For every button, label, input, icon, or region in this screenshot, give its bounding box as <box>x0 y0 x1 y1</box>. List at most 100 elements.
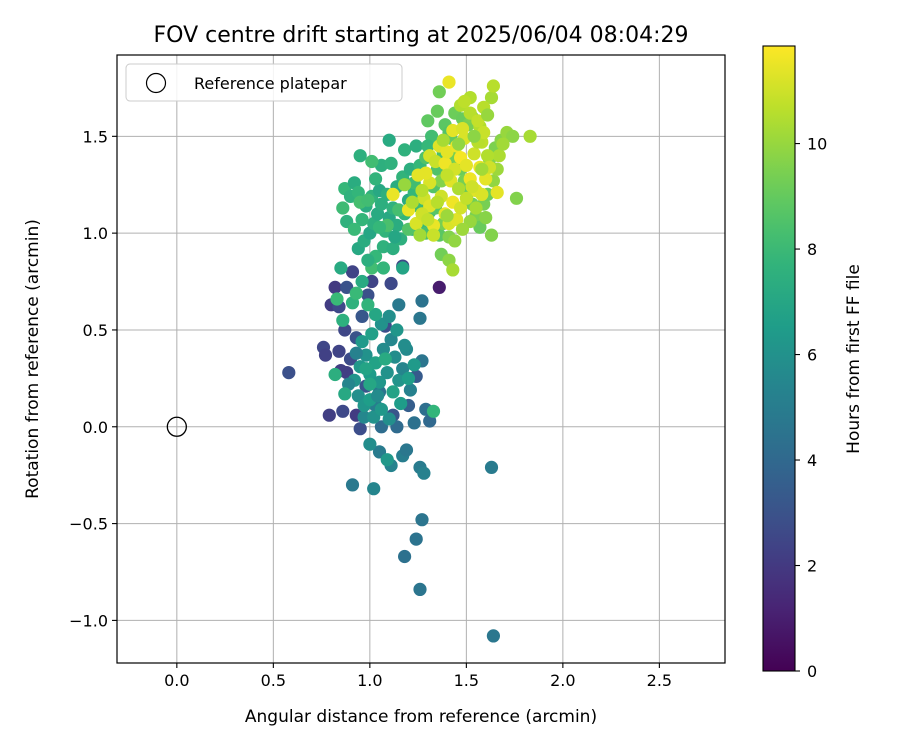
colorbar-tick-label: 0 <box>807 662 817 681</box>
data-point <box>382 412 396 426</box>
data-point <box>353 149 367 163</box>
data-point <box>417 466 431 480</box>
data-point <box>413 228 427 242</box>
data-point <box>359 362 373 376</box>
data-point <box>384 156 398 170</box>
data-point <box>421 213 435 227</box>
data-points <box>282 75 537 643</box>
data-point <box>334 261 348 275</box>
data-point <box>469 201 483 215</box>
data-point <box>388 230 402 244</box>
data-point <box>396 261 410 275</box>
data-point <box>398 549 412 564</box>
data-point <box>484 91 499 105</box>
data-point <box>318 348 333 362</box>
data-point <box>380 453 394 467</box>
colorbar-frame <box>762 45 796 672</box>
data-point <box>506 129 520 143</box>
x-tick-label: 2.0 <box>550 671 575 690</box>
data-point <box>409 139 423 153</box>
legend-box <box>125 63 403 102</box>
data-point <box>345 265 360 279</box>
data-point <box>355 335 369 349</box>
data-point <box>378 352 392 366</box>
data-point <box>392 203 406 217</box>
data-point <box>446 263 460 277</box>
data-point <box>438 156 452 170</box>
data-point <box>357 410 371 424</box>
data-point <box>365 274 379 289</box>
data-point <box>382 133 396 147</box>
data-point <box>328 367 342 382</box>
data-point <box>459 191 473 205</box>
data-point <box>475 187 489 201</box>
data-point <box>455 222 470 236</box>
data-point <box>452 182 466 196</box>
data-point <box>432 85 446 99</box>
colorbar-tick-label: 6 <box>807 346 817 365</box>
data-point <box>411 168 425 182</box>
x-tick-label: 2.5 <box>647 671 672 690</box>
data-point <box>409 532 423 546</box>
data-point <box>486 79 500 93</box>
data-point <box>330 292 344 306</box>
colorbar-tick-label: 4 <box>807 451 817 470</box>
data-point <box>345 478 360 492</box>
colorbar-tick-label: 10 <box>807 135 827 154</box>
data-point <box>399 443 414 457</box>
data-point <box>361 253 375 267</box>
data-point <box>426 228 441 242</box>
data-point <box>426 404 441 418</box>
colorbar: 0 2 4 6 8 10 Hours from first FF file <box>762 45 864 681</box>
data-point <box>467 129 481 143</box>
x-tick-label: 0.0 <box>164 671 189 690</box>
y-tick-label: −1.0 <box>69 611 108 630</box>
data-point <box>372 220 387 234</box>
data-point <box>340 280 354 294</box>
colorbar-label: Hours from first FF file <box>844 264 864 454</box>
data-point <box>347 222 361 236</box>
data-point <box>415 183 429 198</box>
legend-marker <box>145 72 167 94</box>
data-point <box>484 460 499 474</box>
data-point <box>282 366 296 380</box>
chart-title: FOV centre drift starting at 2025/06/04 … <box>154 23 689 48</box>
data-point <box>349 346 363 360</box>
data-point <box>361 193 375 207</box>
data-point <box>390 218 404 232</box>
data-point <box>363 437 377 451</box>
data-point <box>361 288 375 302</box>
x-tick-label: 0.5 <box>261 671 286 690</box>
data-point <box>492 149 506 163</box>
data-point <box>355 213 369 227</box>
data-point <box>440 168 454 182</box>
data-point <box>338 387 352 401</box>
data-point <box>390 323 404 337</box>
data-point <box>336 404 350 418</box>
legend: Reference platepar <box>125 63 403 102</box>
data-point <box>496 137 510 151</box>
data-point <box>471 114 485 128</box>
y-tick-label: −0.5 <box>69 515 108 534</box>
data-point <box>386 187 400 201</box>
data-point <box>396 362 410 376</box>
data-point <box>376 261 390 275</box>
data-point <box>413 311 427 325</box>
data-point <box>481 108 495 122</box>
y-tick-label: 0.5 <box>83 321 108 340</box>
data-point <box>415 513 429 527</box>
data-point <box>407 358 421 372</box>
data-point <box>490 185 504 200</box>
data-point <box>349 286 363 300</box>
colorbar-gradient <box>763 46 795 671</box>
data-point <box>452 137 466 151</box>
data-point <box>322 408 336 422</box>
data-point <box>380 366 394 380</box>
data-point <box>457 94 471 109</box>
data-point <box>336 313 350 327</box>
data-point <box>448 234 462 248</box>
data-point <box>465 180 479 194</box>
data-point <box>405 195 419 209</box>
data-point <box>353 422 367 436</box>
